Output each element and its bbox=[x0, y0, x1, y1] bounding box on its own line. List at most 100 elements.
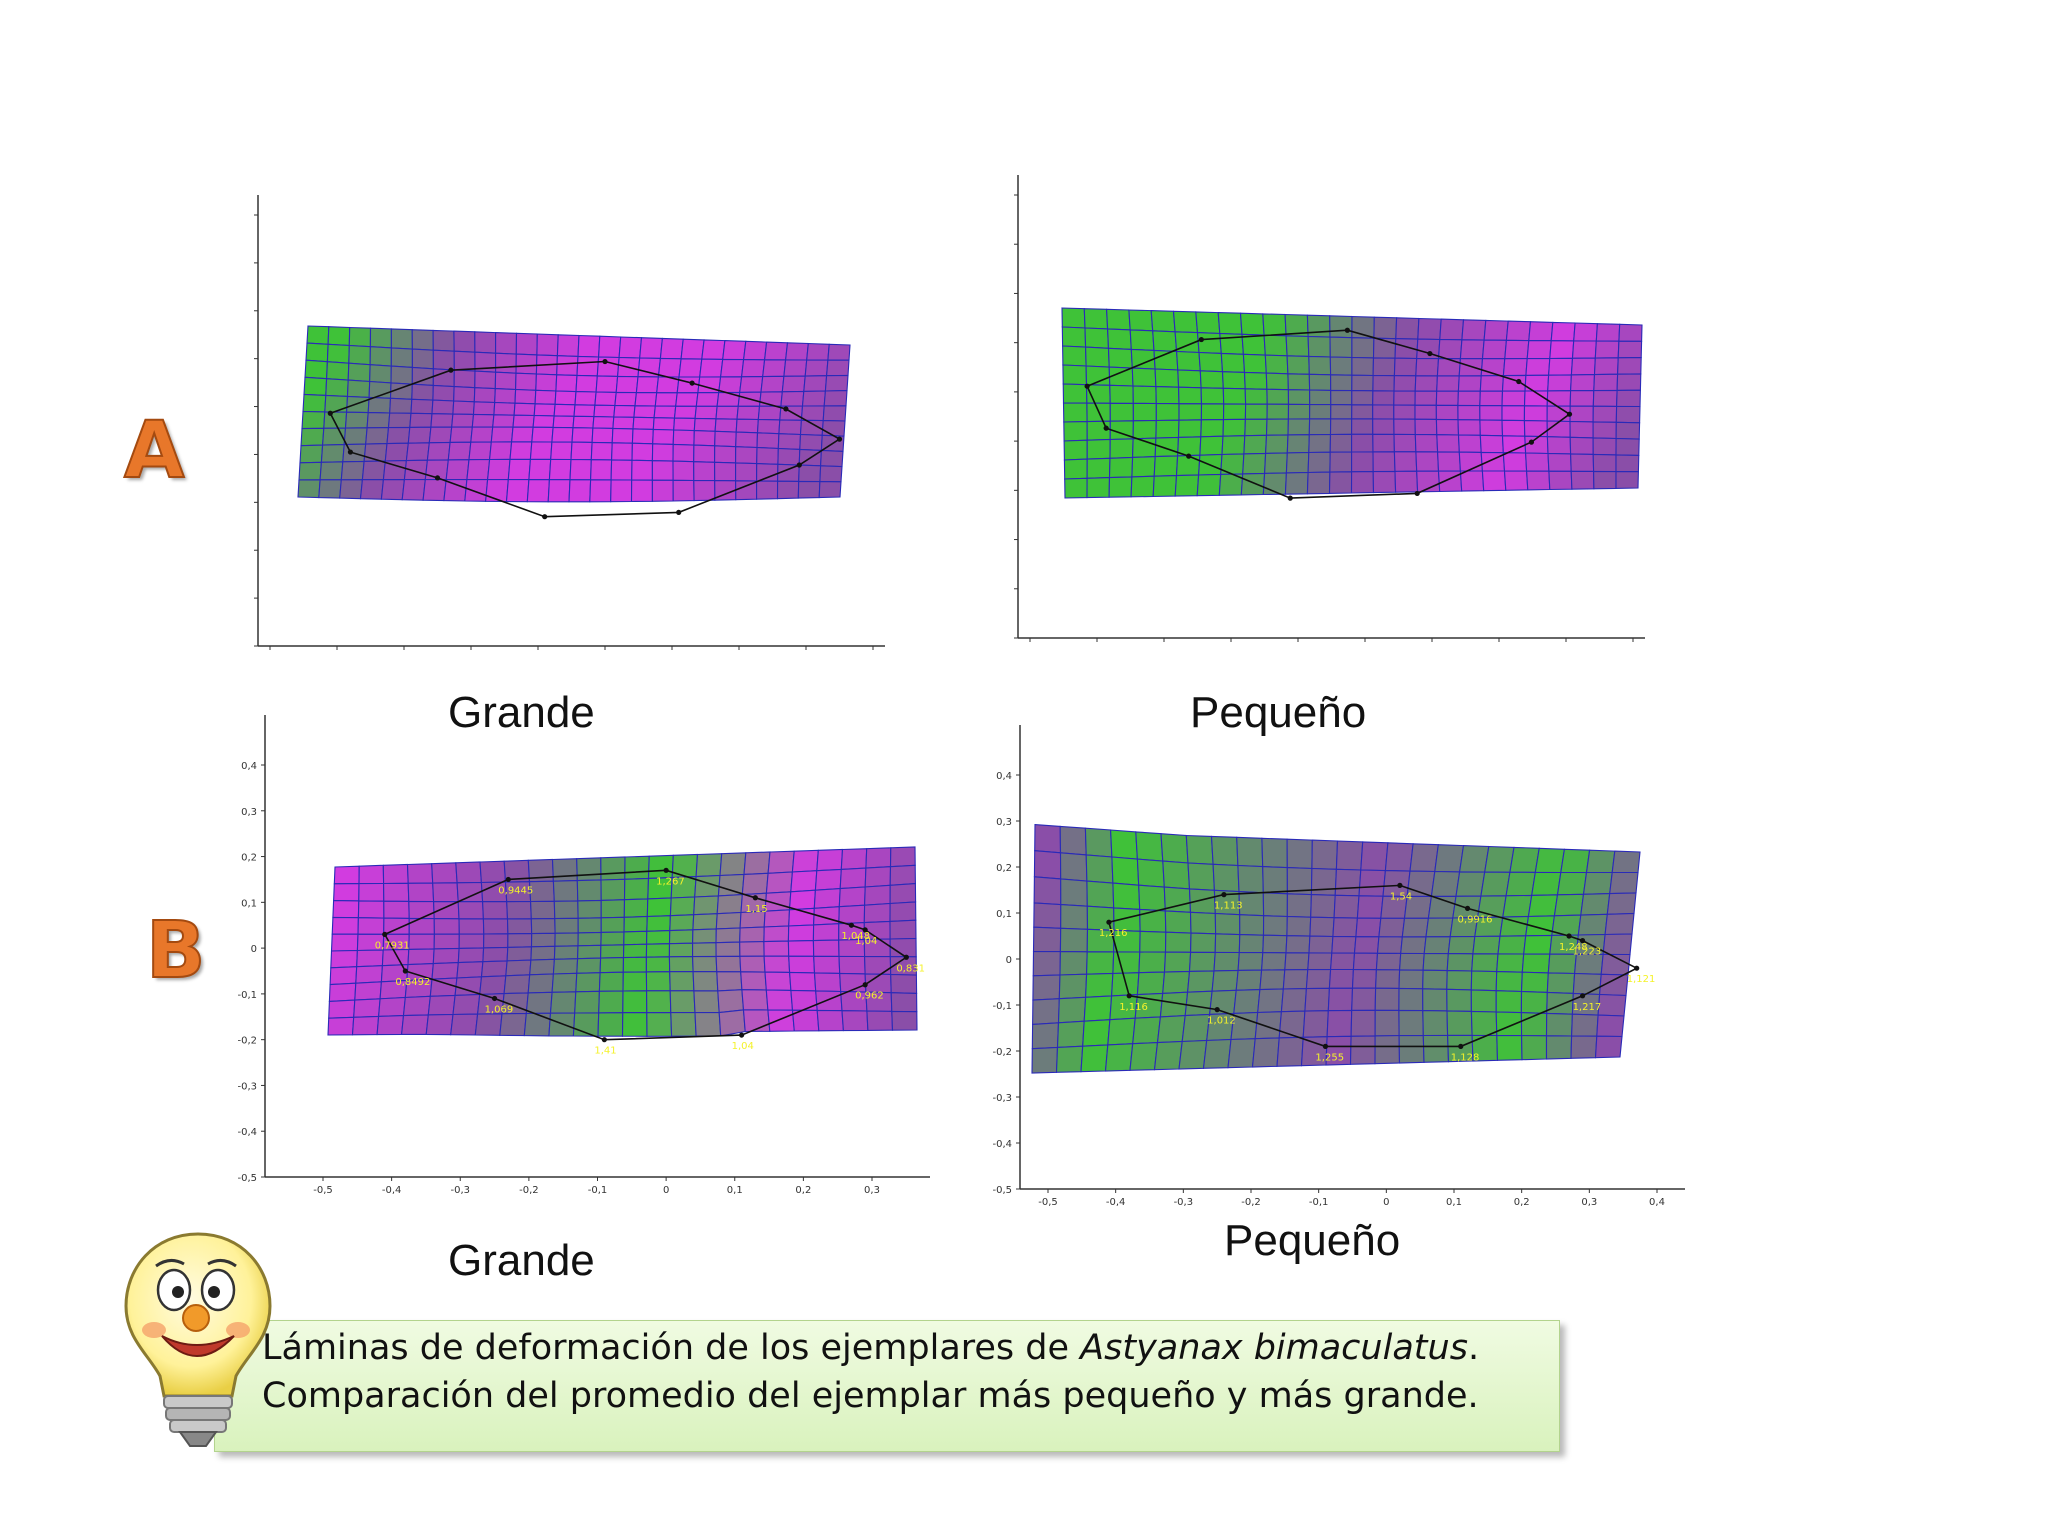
grid-cell bbox=[716, 894, 743, 915]
grid-cell bbox=[576, 355, 600, 377]
grid-cell bbox=[1414, 404, 1437, 420]
grid-cell bbox=[1160, 833, 1189, 864]
grid-cell bbox=[1162, 970, 1191, 994]
grid-cell bbox=[401, 479, 426, 501]
landmark-label: 0,7931 bbox=[375, 940, 410, 951]
grid-cell bbox=[490, 426, 514, 443]
grid-cell bbox=[1616, 373, 1642, 391]
grid-cell bbox=[1330, 404, 1353, 420]
grid-cell bbox=[1401, 917, 1430, 938]
grid-cell bbox=[1509, 846, 1540, 873]
grid-cell bbox=[1398, 1034, 1425, 1064]
grid-cell bbox=[718, 1009, 746, 1037]
grid-cell bbox=[1351, 968, 1377, 989]
grid-cell bbox=[672, 479, 695, 502]
grid-cell bbox=[1447, 935, 1476, 955]
landmark-label: 1,54 bbox=[1390, 891, 1412, 902]
grid-cell bbox=[1446, 988, 1472, 1012]
grid-cell bbox=[1200, 387, 1225, 405]
y-tick-label: 0,3 bbox=[996, 817, 1012, 828]
grid-cell bbox=[1106, 308, 1131, 331]
species-name: Astyanax bimaculatus bbox=[1080, 1328, 1468, 1368]
landmark-point bbox=[448, 367, 454, 373]
grid-cell bbox=[1084, 327, 1110, 349]
grid-cell bbox=[1571, 340, 1597, 359]
grid-cell bbox=[634, 392, 658, 407]
grid-cell bbox=[1393, 375, 1417, 392]
grid-cell bbox=[514, 388, 537, 405]
grid-cell bbox=[515, 332, 538, 356]
grid-cell bbox=[763, 341, 789, 361]
grid-cell bbox=[1374, 1009, 1400, 1037]
grid-cell bbox=[479, 975, 507, 996]
grid-cell bbox=[1162, 860, 1191, 890]
landmark-point bbox=[689, 380, 695, 386]
grid-cell bbox=[1107, 347, 1133, 369]
grid-cell bbox=[1446, 953, 1474, 972]
grid-cell bbox=[622, 956, 647, 973]
grid-cell bbox=[646, 990, 672, 1014]
grid-cell bbox=[1132, 419, 1157, 440]
grid-cell bbox=[1200, 403, 1225, 421]
grid-cell bbox=[407, 882, 435, 903]
grid-cell bbox=[1062, 402, 1088, 423]
grid-cell bbox=[1393, 357, 1418, 377]
grid-cell bbox=[355, 965, 383, 984]
landmark-point bbox=[1103, 425, 1109, 431]
grid-cell bbox=[1265, 418, 1289, 436]
grid-cell bbox=[576, 957, 602, 974]
grid-cell bbox=[1455, 871, 1486, 897]
grid-cell bbox=[651, 460, 674, 481]
grid-cell bbox=[470, 426, 494, 443]
deformation-grid bbox=[1061, 307, 1643, 499]
grid-cell bbox=[735, 446, 758, 465]
grid-cell bbox=[1262, 934, 1288, 954]
grid-cell bbox=[1085, 972, 1114, 998]
grid-cell bbox=[1615, 471, 1639, 489]
grid-cell bbox=[551, 972, 578, 993]
grid-cell bbox=[864, 866, 892, 888]
grid-cell bbox=[611, 427, 634, 444]
grid-cell bbox=[1351, 356, 1375, 377]
grid-cell bbox=[1262, 313, 1287, 337]
grid-cell bbox=[1472, 935, 1501, 955]
grid-cell bbox=[695, 392, 720, 407]
grid-cell bbox=[358, 864, 385, 885]
landmark-label: 1,248 bbox=[1559, 942, 1588, 953]
grid-cell bbox=[1495, 1011, 1523, 1037]
grid-cell bbox=[1264, 452, 1288, 474]
grid-cell bbox=[1086, 951, 1115, 975]
grid-cell bbox=[1430, 870, 1461, 897]
grid-cell bbox=[669, 896, 696, 917]
grid-cell bbox=[1496, 1034, 1523, 1061]
grid-cell bbox=[380, 479, 406, 501]
grid-cell bbox=[574, 990, 600, 1014]
grid-cell bbox=[840, 848, 868, 870]
grid-cell bbox=[1244, 388, 1268, 405]
grid-cell bbox=[1280, 988, 1307, 1013]
grid-cell bbox=[513, 402, 536, 417]
grid-cell bbox=[621, 1012, 648, 1037]
grid-cell bbox=[1062, 345, 1087, 367]
grid-cell bbox=[1571, 1013, 1599, 1037]
grid-cell bbox=[781, 375, 806, 393]
lightbulb-mascot-icon bbox=[118, 1226, 278, 1460]
grid-cell bbox=[1200, 419, 1225, 438]
grid-cell bbox=[631, 428, 654, 445]
grid-cell bbox=[889, 883, 917, 905]
landmark-point bbox=[1322, 1043, 1329, 1049]
grid-cell bbox=[536, 333, 559, 357]
grid-cell bbox=[1055, 1045, 1084, 1073]
grid-cell bbox=[693, 417, 717, 432]
grid-cell bbox=[503, 974, 531, 995]
grid-cell bbox=[505, 479, 530, 503]
grid-cell bbox=[1153, 455, 1179, 477]
grid-cell bbox=[598, 335, 622, 359]
grid-cell bbox=[1502, 452, 1528, 472]
grid-cell bbox=[431, 862, 458, 884]
grid-cell bbox=[1061, 307, 1086, 329]
grid-cell bbox=[1153, 1040, 1183, 1071]
grid-cell bbox=[357, 900, 385, 919]
y-tick-label: -0,4 bbox=[237, 1127, 257, 1138]
grid-cell bbox=[1495, 971, 1523, 993]
